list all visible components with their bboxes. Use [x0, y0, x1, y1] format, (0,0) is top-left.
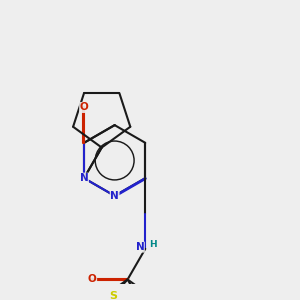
Text: N: N	[80, 173, 88, 183]
Text: N: N	[136, 242, 144, 252]
Text: N: N	[110, 191, 119, 201]
Text: O: O	[80, 102, 88, 112]
Text: H: H	[149, 240, 157, 249]
Text: O: O	[88, 274, 97, 284]
Text: S: S	[109, 291, 117, 300]
